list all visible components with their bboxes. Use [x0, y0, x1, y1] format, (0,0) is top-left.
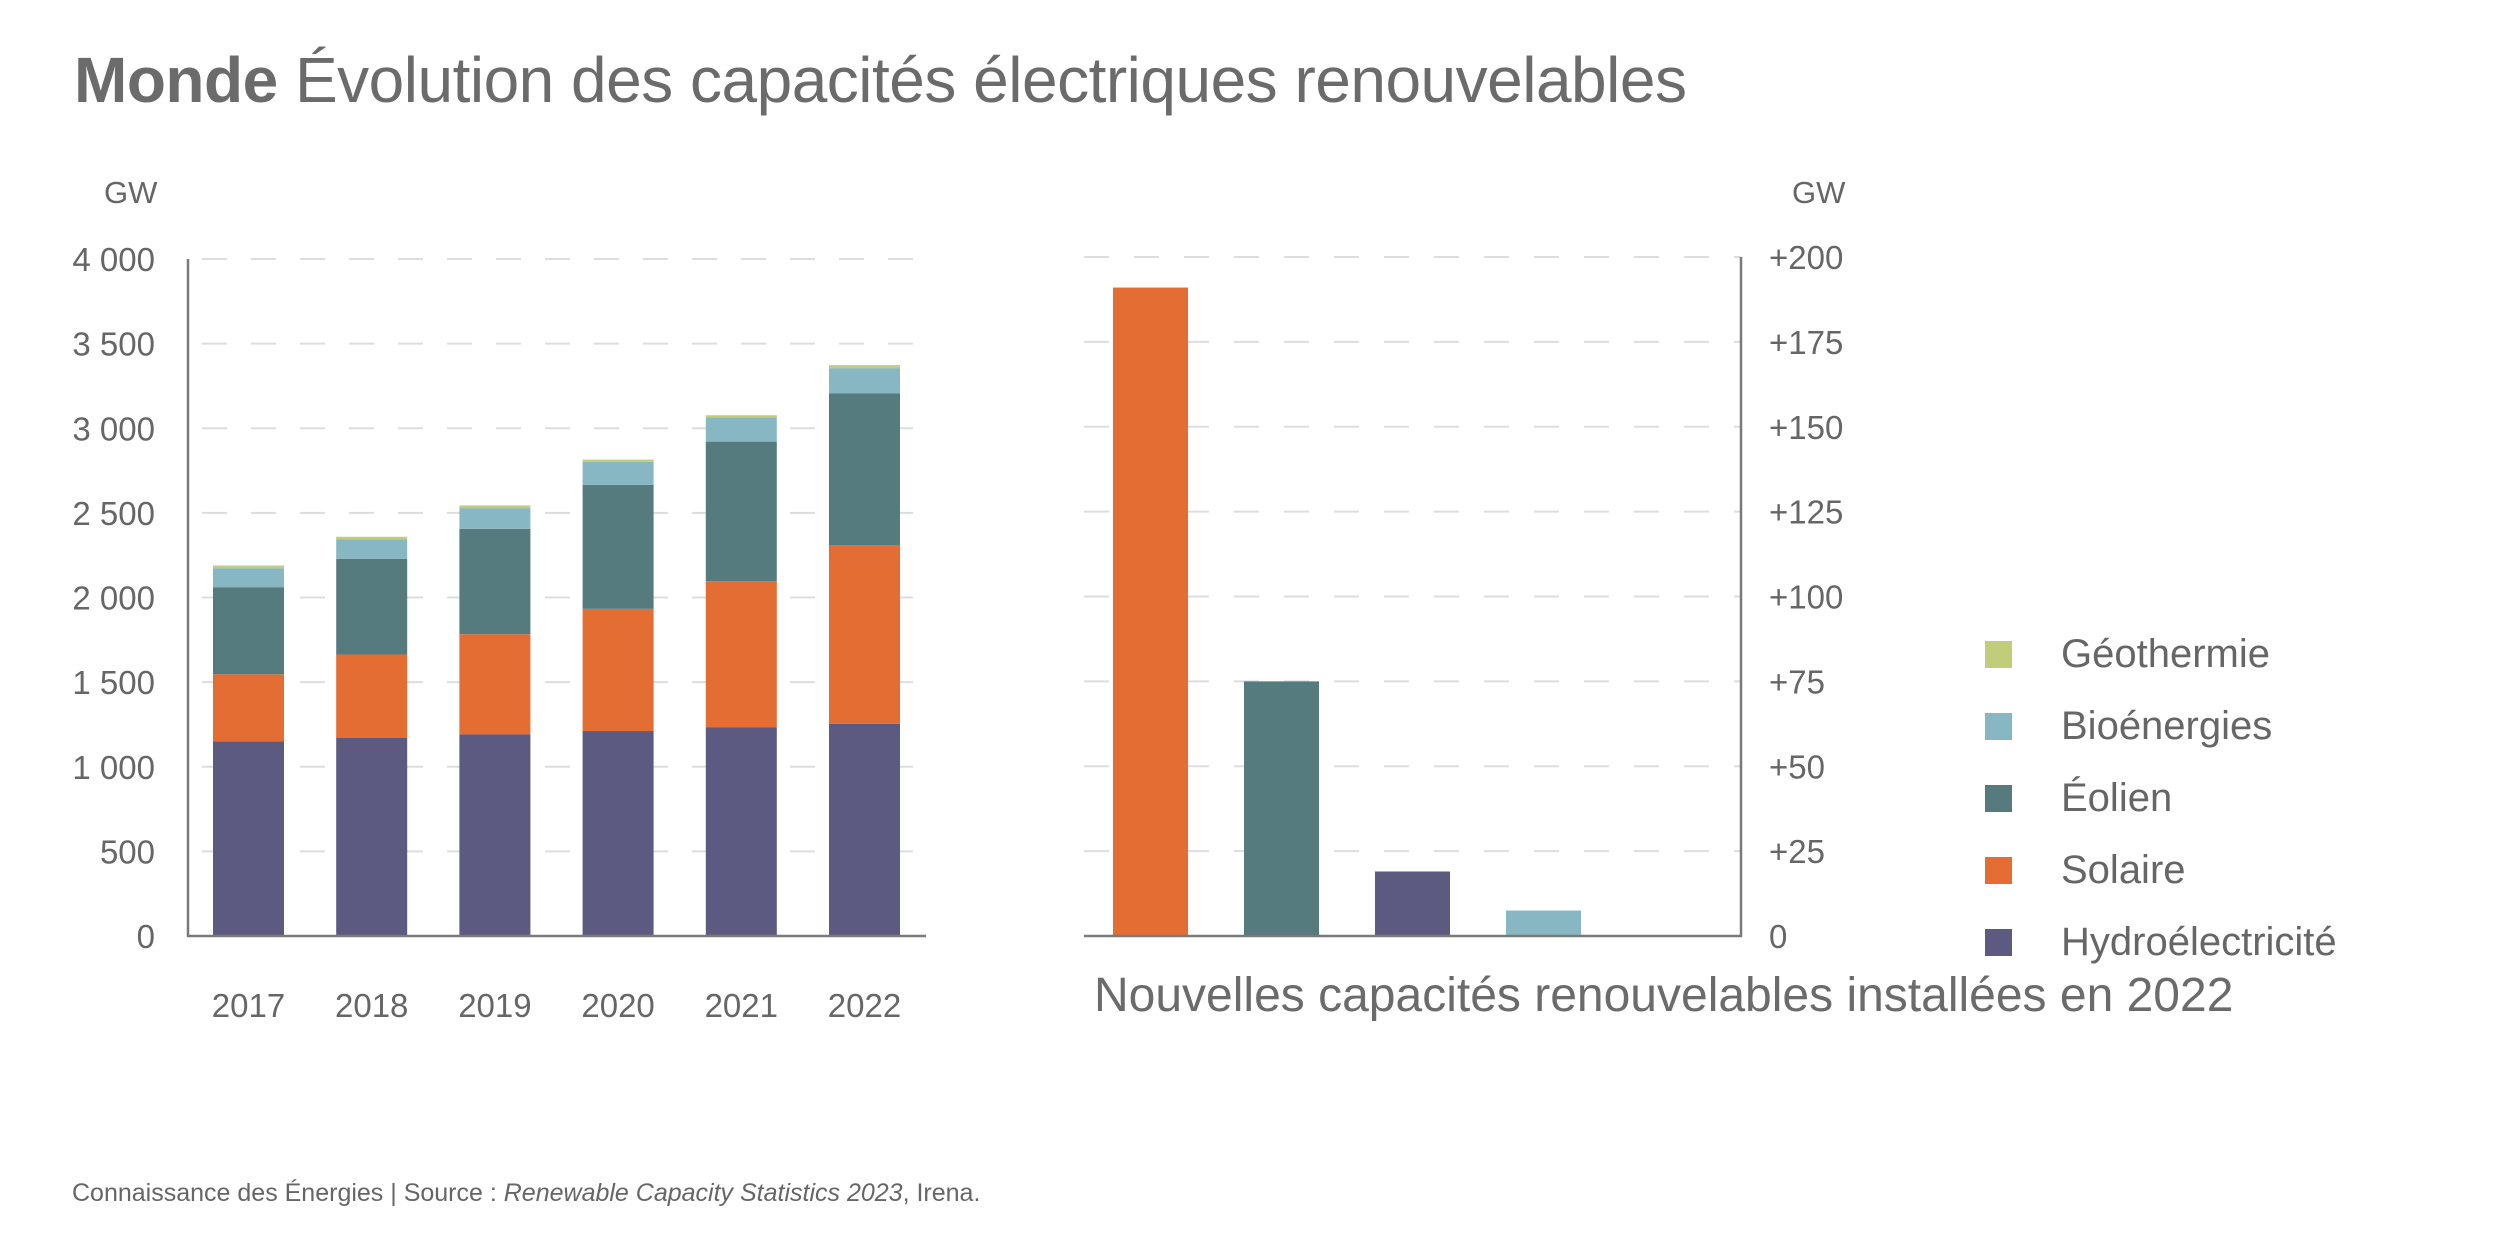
bar-segment-bioénergies	[213, 568, 284, 588]
bar-segment-bioénergies	[582, 461, 654, 485]
bar-segment-hydroélectricité	[705, 727, 777, 936]
y-tick-label: +200	[1769, 239, 1843, 276]
bar-segment-solaire	[705, 581, 777, 728]
bar-bioénergies	[1506, 910, 1581, 936]
x-tick-label: 2021	[705, 987, 778, 1024]
legend-item-hydroelectricite: Hydroélectricité	[1985, 906, 2337, 978]
footer-source-title: Renewable Capacity Statistics 2023	[503, 1179, 903, 1207]
y-tick-label: 500	[100, 833, 155, 870]
right-chart-title: Nouvelles capacités renouvelables instal…	[1094, 969, 2234, 1022]
bar-segment-géothermie	[829, 365, 900, 369]
y-tick-label: 2 500	[72, 495, 155, 532]
bar-segment-géothermie	[213, 565, 284, 569]
y-tick-label: 0	[137, 918, 155, 955]
footer-suffix: , Irena.	[902, 1179, 981, 1207]
y-tick-label: 4 000	[72, 241, 155, 278]
y-tick-label: 2 000	[72, 580, 155, 617]
bar-segment-hydroélectricité	[829, 723, 900, 936]
bar-chart-new-capacity-2022: 0 +25 +50 +75 +100 +125 +150 +175 +200 GW	[1084, 175, 1846, 955]
y-tick-label: +75	[1769, 663, 1825, 700]
bar-segment-éolien	[582, 484, 654, 609]
legend-swatch	[1985, 856, 2012, 884]
y-tick-label: +50	[1769, 748, 1825, 785]
legend-label: Éolien	[2061, 775, 2173, 820]
bar-segment-éolien	[459, 528, 531, 635]
y-tick-label: +25	[1769, 833, 1825, 870]
legend-label: Bioénergies	[2061, 703, 2273, 748]
bar-segment-géothermie	[336, 536, 408, 540]
legend-item-solaire: Solaire	[1985, 834, 2337, 906]
legend-label: Géothermie	[2061, 631, 2270, 676]
bar-segment-bioénergies	[459, 508, 531, 529]
x-tick-label: 2018	[335, 987, 408, 1024]
y-tick-label: +125	[1769, 494, 1843, 531]
y-axis-unit-label: GW	[104, 175, 158, 210]
legend-item-bioenergies: Bioénergies	[1985, 690, 2337, 762]
legend-swatch	[1985, 640, 2012, 668]
bar-segment-hydroélectricité	[213, 741, 284, 936]
bar-segment-géothermie	[582, 459, 654, 462]
legend-label: Solaire	[2061, 847, 2186, 892]
chart-title-text: Évolution des capacités électriques reno…	[294, 44, 1687, 116]
bar-segment-hydroélectricité	[459, 734, 531, 936]
x-tick-label: 2017	[212, 987, 285, 1024]
legend-swatch	[1985, 784, 2012, 812]
y-tick-label: 3 000	[72, 410, 155, 447]
legend-label: Hydroélectricité	[2061, 919, 2337, 964]
bar-segment-solaire	[829, 545, 900, 724]
legend: Géothermie Bioénergies Éolien Solaire Hy…	[1985, 618, 2337, 978]
legend-swatch	[1985, 712, 2012, 740]
y-tick-label: 1 500	[72, 664, 155, 701]
x-tick-label: 2022	[828, 987, 901, 1024]
y-tick-label: 0	[1769, 918, 1787, 955]
bar-segment-éolien	[213, 587, 284, 675]
legend-swatch	[1985, 928, 2012, 956]
chart-title-region: Monde	[74, 44, 278, 116]
stacked-bar-chart-capacity: 0 500 1 000 1 500 2 000 2 500 3 000 3 500 4 000 G…	[72, 175, 926, 1024]
bar-segment-géothermie	[459, 505, 531, 509]
y-tick-label: 3 500	[72, 326, 155, 363]
bar-segment-bioénergies	[336, 539, 408, 559]
bar-segment-solaire	[336, 654, 408, 738]
bar-segment-géothermie	[705, 415, 777, 418]
bar-segment-hydroélectricité	[582, 731, 654, 936]
y-tick-label: +100	[1769, 579, 1843, 616]
bar-segment-bioénergies	[829, 368, 900, 394]
y-tick-label: 1 000	[72, 749, 155, 786]
bar-segment-solaire	[213, 674, 284, 742]
x-tick-label: 2019	[458, 987, 531, 1024]
bar-segment-solaire	[459, 634, 531, 735]
y-tick-label: +175	[1769, 324, 1843, 361]
legend-item-geothermie: Géothermie	[1985, 618, 2337, 690]
legend-item-eolien: Éolien	[1985, 762, 2337, 834]
bar-segment-éolien	[336, 558, 408, 655]
bar-segment-hydroélectricité	[336, 737, 408, 936]
bar-éolien	[1244, 681, 1319, 936]
chart-title: Monde Évolution des capacités électrique…	[74, 42, 1687, 118]
y-tick-label: +150	[1769, 409, 1843, 446]
bar-solaire	[1113, 287, 1188, 936]
bar-segment-bioénergies	[705, 417, 777, 442]
y-axis-unit-label: GW	[1792, 175, 1846, 210]
bar-segment-éolien	[829, 393, 900, 546]
bar-segment-solaire	[582, 608, 654, 732]
x-tick-label: 2020	[581, 987, 654, 1024]
bar-segment-éolien	[705, 441, 777, 582]
footer-prefix: Connaissance des Énergies | Source :	[72, 1179, 504, 1207]
source-footer: Connaissance des Énergies | Source : Ren…	[72, 1179, 980, 1208]
bar-hydroélectricité	[1375, 871, 1450, 936]
